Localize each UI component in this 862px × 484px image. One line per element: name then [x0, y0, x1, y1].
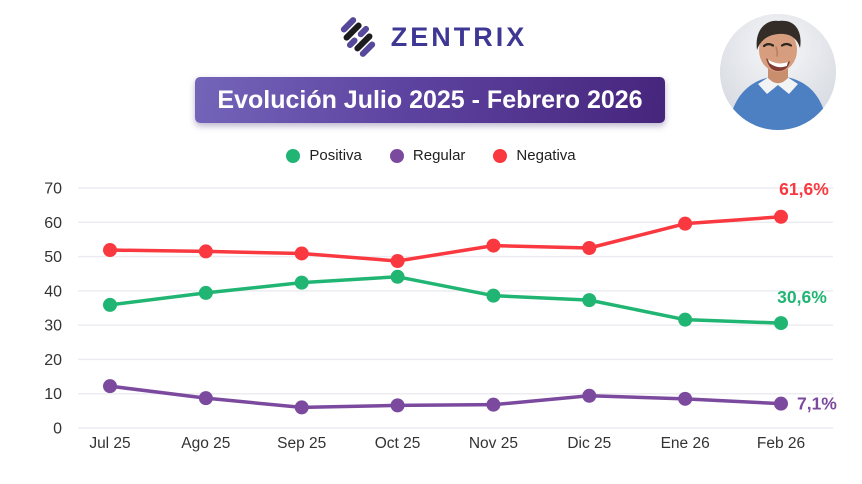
x-tick-label: Ene 26 — [661, 435, 710, 452]
data-point — [390, 269, 405, 284]
data-point — [582, 241, 597, 255]
negativa-dot-icon — [493, 148, 508, 163]
legend-label: Regular — [412, 147, 466, 164]
brand-name: ZENTRIX — [390, 21, 528, 52]
series-line — [108, 384, 783, 410]
data-point — [294, 246, 309, 261]
x-tick-label: Oct 25 — [375, 435, 421, 452]
x-tick-label: Jul 25 — [89, 435, 130, 452]
data-point — [390, 254, 405, 269]
legend-item-negativa: Negativa — [493, 147, 576, 164]
data-point — [390, 398, 405, 413]
series-regular: 7,1% — [103, 379, 837, 415]
y-tick-label: 40 — [44, 283, 62, 300]
x-tick-label: Dic 25 — [567, 435, 611, 452]
x-tick-label: Sep 25 — [277, 435, 326, 452]
data-point — [103, 243, 117, 258]
data-point — [678, 391, 693, 406]
data-point — [103, 297, 117, 312]
y-tick-label: 50 — [44, 249, 62, 266]
data-point — [582, 293, 597, 308]
y-tick-label: 30 — [44, 318, 62, 335]
x-tick-label: Nov 25 — [469, 435, 518, 452]
data-point — [198, 285, 213, 300]
data-point — [773, 209, 788, 224]
series-positiva: 30,6% — [103, 269, 827, 331]
y-tick-label: 0 — [53, 421, 62, 438]
x-tick-label: Feb 26 — [757, 435, 805, 452]
series-end-value-label: 61,6% — [779, 179, 829, 199]
data-point — [582, 388, 597, 403]
series-line — [108, 215, 783, 263]
positiva-dot-icon — [286, 148, 301, 163]
presenter-avatar-photo — [720, 14, 836, 130]
chart-legend: Positiva Regular Negativa — [0, 147, 862, 164]
y-tick-label: 20 — [44, 352, 62, 369]
series-line — [108, 275, 783, 325]
y-tick-label: 10 — [44, 386, 62, 403]
y-tick-label: 60 — [44, 215, 62, 232]
legend-item-positiva: Positiva — [286, 147, 362, 164]
legend-label: Negativa — [516, 147, 576, 164]
data-point — [773, 316, 788, 331]
data-point — [198, 391, 213, 406]
data-point — [294, 275, 309, 290]
title-banner: Evolución Julio 2025 - Febrero 2026 — [195, 77, 665, 123]
zentrix-logo-icon — [340, 17, 375, 57]
brand-logo: ZENTRIX — [0, 14, 862, 60]
data-point — [773, 396, 788, 411]
series-end-value-label: 30,6% — [777, 287, 827, 307]
person-portrait-illustration — [720, 14, 836, 130]
data-point — [486, 288, 501, 303]
series-end-value-label: 7,1% — [797, 394, 837, 414]
series-negativa: 61,6% — [103, 179, 829, 269]
page-title: Evolución Julio 2025 - Febrero 2026 — [217, 85, 643, 114]
data-point — [198, 244, 213, 259]
legend-label: Positiva — [309, 147, 362, 164]
x-tick-label: Ago 25 — [181, 435, 230, 452]
data-point — [678, 312, 693, 327]
legend-item-regular: Regular — [389, 147, 466, 164]
evolution-line-chart: 0 10 20 30 40 50 60 70 Jul 25 Ago 25 Sep 25 Oct 25 N… — [44, 179, 837, 452]
data-point — [103, 379, 117, 394]
data-point — [678, 216, 693, 231]
data-point — [486, 238, 501, 253]
y-tick-label: 70 — [44, 181, 62, 198]
data-point — [294, 400, 309, 415]
regular-dot-icon — [389, 148, 404, 163]
data-point — [486, 397, 501, 412]
chart-area: 0 10 20 30 40 50 60 70 Jul 25 Ago 25 Sep 25 Oct 25 N… — [0, 160, 862, 477]
